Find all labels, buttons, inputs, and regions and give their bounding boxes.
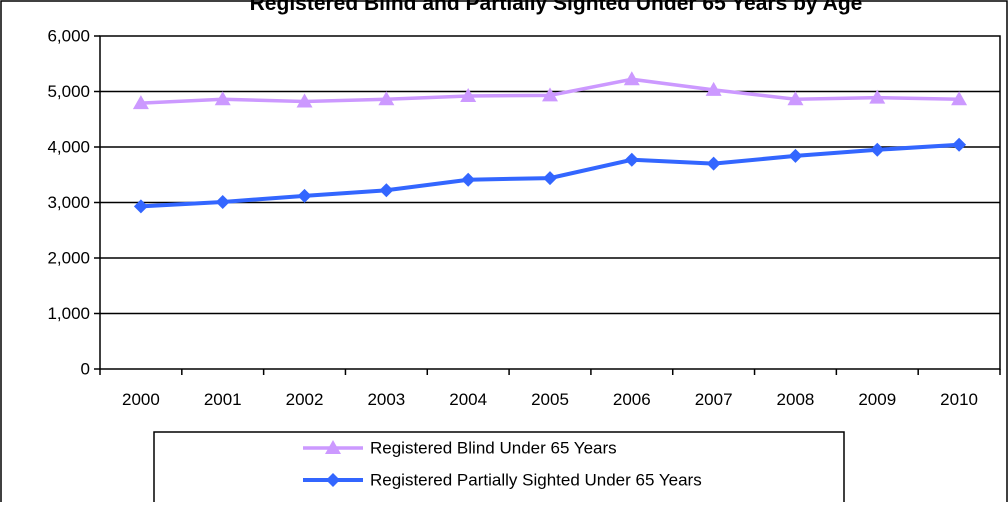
data-point xyxy=(379,183,394,198)
data-point xyxy=(952,137,967,152)
data-point xyxy=(869,89,886,104)
x-tick-label: 2009 xyxy=(858,390,896,409)
x-tick-label: 2006 xyxy=(613,390,651,409)
x-tick-label: 2007 xyxy=(695,390,733,409)
legend-label: Registered Blind Under 65 Years xyxy=(370,439,617,458)
x-tick-label: 2010 xyxy=(940,390,978,409)
legend-box xyxy=(153,431,845,507)
data-point xyxy=(132,95,149,110)
x-tick-label: 2003 xyxy=(367,390,405,409)
data-point xyxy=(787,91,804,106)
y-tick-label: 0 xyxy=(81,360,90,379)
data-point xyxy=(623,71,640,86)
legend-label: Registered Partially Sighted Under 65 Ye… xyxy=(370,471,702,490)
data-point xyxy=(706,156,721,171)
data-point xyxy=(133,199,148,214)
chart-title: Registered Blind and Partially Sighted U… xyxy=(250,0,863,15)
y-tick-label: 1,000 xyxy=(47,304,90,323)
x-tick-label: 2001 xyxy=(204,390,242,409)
y-tick-label: 2,000 xyxy=(47,249,90,268)
data-point xyxy=(215,194,230,209)
x-tick-label: 2005 xyxy=(531,390,569,409)
data-point xyxy=(214,91,231,106)
x-tick-label: 2008 xyxy=(777,390,815,409)
series xyxy=(132,71,968,214)
data-point xyxy=(788,148,803,163)
legend-swatch-marker xyxy=(325,440,341,454)
data-point xyxy=(378,91,395,106)
data-point xyxy=(870,142,885,157)
y-tick-label: 5,000 xyxy=(47,82,90,101)
x-tick-label: 2002 xyxy=(286,390,324,409)
legend-swatch-marker xyxy=(326,473,340,487)
data-point xyxy=(542,87,558,102)
data-point xyxy=(460,87,477,102)
x-tick-label: 2004 xyxy=(449,390,487,409)
data-point xyxy=(461,172,476,187)
y-tick-label: 6,000 xyxy=(47,27,90,46)
axes: 0 1,000 2,000 3,000 4,000 5,000 6,000 2000 2001 2… xyxy=(47,27,1001,409)
data-point xyxy=(705,81,722,96)
data-point xyxy=(951,91,968,106)
y-tick-label: 4,000 xyxy=(47,138,90,157)
legend: Registered Blind Under 65 Years Registere… xyxy=(153,431,845,507)
y-tick-label: 3,000 xyxy=(47,193,90,212)
data-point xyxy=(543,171,557,186)
data-point xyxy=(296,93,313,108)
x-tick-label: 2000 xyxy=(122,390,160,409)
data-point xyxy=(297,188,312,203)
data-point xyxy=(624,152,639,167)
